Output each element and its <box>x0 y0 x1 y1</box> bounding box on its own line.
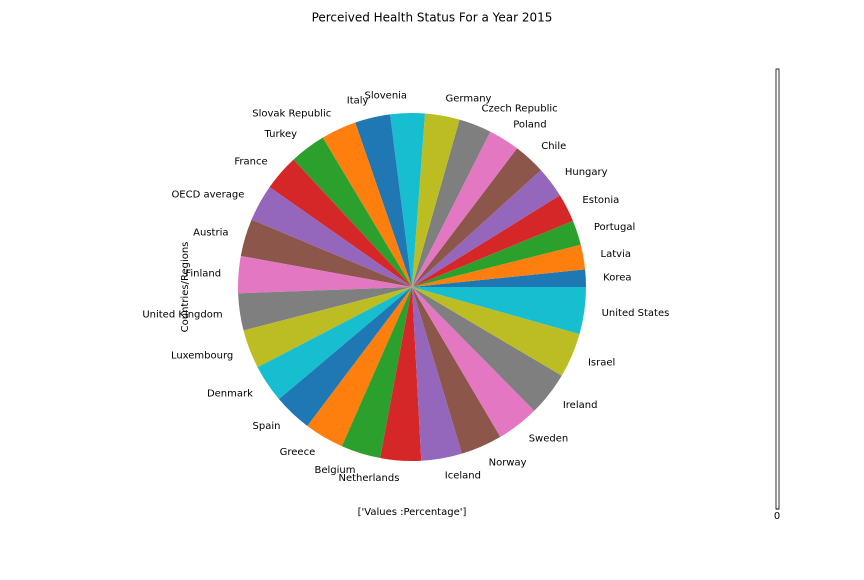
slice-label: Ireland <box>563 400 598 411</box>
pie-slice <box>278 287 412 427</box>
pie-slice <box>251 187 412 287</box>
slice-label: Norway <box>489 457 527 468</box>
pie-slice <box>412 287 586 335</box>
chart-title: Perceived Health Status For a Year 2015 <box>312 11 553 25</box>
slice-label: Sweden <box>529 434 569 445</box>
pie-slice <box>257 287 412 400</box>
pie-slice <box>412 287 562 411</box>
pie-slice <box>412 244 586 287</box>
pie-slice <box>412 287 535 437</box>
slice-label: United States <box>602 308 670 319</box>
pie-slice <box>380 287 422 461</box>
pie-slice <box>412 220 581 287</box>
slice-label: Iceland <box>445 471 481 482</box>
y-axis-label: Countries/Regions <box>180 242 191 333</box>
slice-label: Slovenia <box>365 91 408 102</box>
pie-slice <box>240 219 412 287</box>
pie-slice <box>412 195 573 287</box>
slice-label: Luxembourg <box>171 350 233 361</box>
slice-label: Korea <box>603 272 631 283</box>
slice-label: Estonia <box>582 195 619 206</box>
slice-label: France <box>234 156 267 167</box>
pie-slice <box>412 170 560 287</box>
pie-slice <box>412 131 518 287</box>
slice-label: Chile <box>541 141 566 152</box>
slice-label: Portugal <box>594 222 635 233</box>
pie-slice <box>243 287 412 368</box>
slice-label: Netherlands <box>339 473 400 484</box>
pie-slice <box>412 113 460 288</box>
slice-label: Czech Republic <box>482 104 558 115</box>
pie-slice <box>412 119 491 288</box>
pie-slice <box>412 287 501 454</box>
x-axis-label: ['Values :Percentage'] <box>358 507 467 518</box>
pie-slice <box>412 287 462 461</box>
pie-slice <box>341 287 412 459</box>
slice-label: Turkey <box>264 129 298 140</box>
slice-label: Belgium <box>315 465 356 476</box>
pie-slice <box>238 287 412 331</box>
pie-slice <box>269 159 412 287</box>
pie-slice <box>238 255 412 294</box>
slice-label: Germany <box>445 94 491 105</box>
slice-label: Italy <box>347 96 369 107</box>
colorbar-tick-label: 0 <box>774 511 780 522</box>
slice-label: Poland <box>513 120 546 131</box>
slice-label: Finland <box>185 268 221 279</box>
slice-label: Denmark <box>207 388 253 399</box>
slice-label: Hungary <box>565 167 608 178</box>
slice-label: Greece <box>280 447 316 458</box>
pie-slice <box>355 114 412 288</box>
pie-slice <box>412 148 541 287</box>
slice-label: United Kingdom <box>142 310 222 321</box>
pie-slice <box>322 122 412 288</box>
slice-label: Israel <box>588 357 615 368</box>
colorbar <box>775 68 780 510</box>
slice-label: Latvia <box>601 249 631 260</box>
pie-slice <box>390 113 426 287</box>
slice-label: Spain <box>253 421 281 432</box>
pie-slice <box>307 287 412 447</box>
pie-slice <box>412 287 580 376</box>
pie-slice <box>412 269 586 287</box>
slice-label: Slovak Republic <box>252 108 331 119</box>
pie-slice <box>293 137 412 287</box>
slice-label: OECD average <box>171 189 244 200</box>
slice-label: Austria <box>193 228 228 239</box>
